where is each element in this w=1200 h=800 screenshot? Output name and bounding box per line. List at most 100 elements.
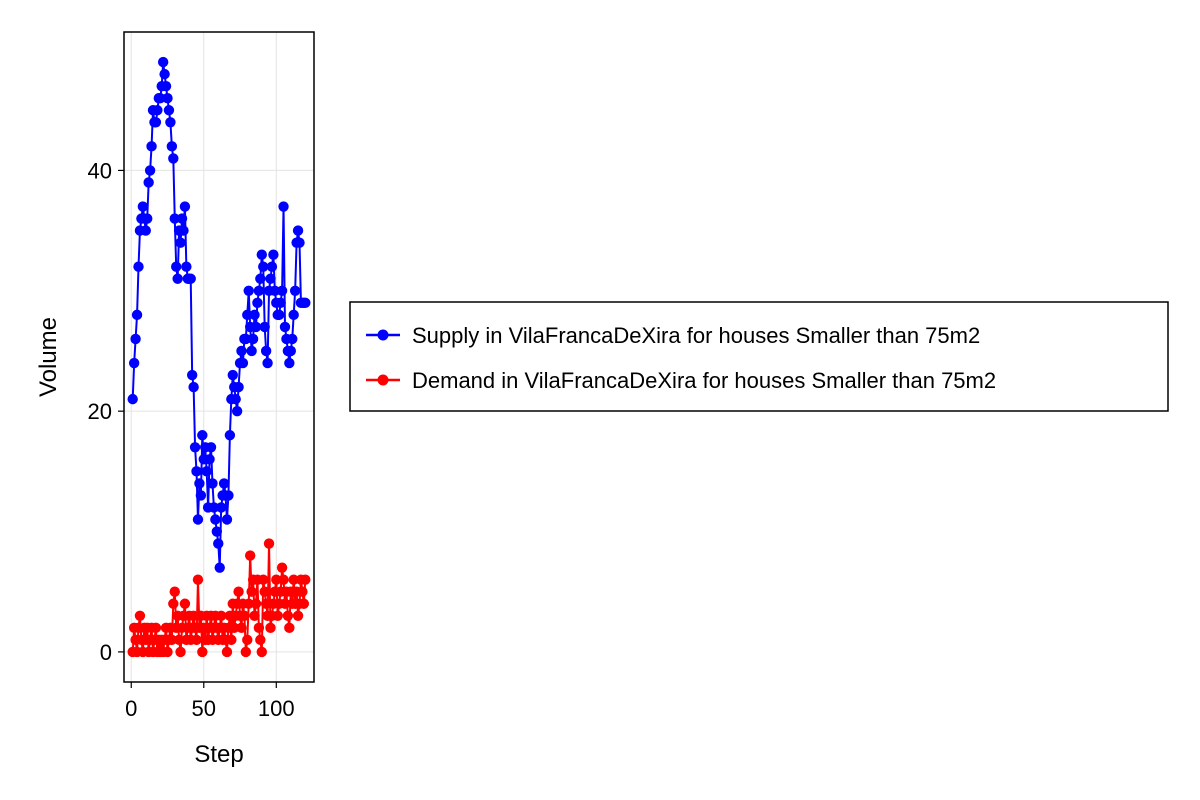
y-axis-ticks: 0 20 40 <box>88 158 124 665</box>
data-point-demand <box>175 646 186 658</box>
data-point-supply <box>265 273 276 284</box>
data-point-supply <box>205 442 217 453</box>
data-point-demand <box>253 622 265 634</box>
data-point-supply <box>230 393 241 405</box>
data-point-demand <box>255 634 266 646</box>
data-point-supply <box>279 321 291 333</box>
data-point-supply <box>249 309 260 321</box>
legend: Supply in VilaFrancaDeXira for houses Sm… <box>349 301 1169 412</box>
data-point-supply <box>278 201 289 212</box>
data-point-supply <box>207 478 218 489</box>
data-point-supply <box>243 285 254 296</box>
data-point-supply <box>258 261 269 272</box>
data-point-demand <box>229 622 240 634</box>
data-point-supply <box>163 105 175 116</box>
series-supply <box>127 56 311 573</box>
data-point-demand <box>197 646 208 658</box>
data-point-supply <box>247 333 259 345</box>
data-point-supply <box>221 514 233 525</box>
data-point-demand <box>134 610 146 621</box>
legend-label-supply: Supply in VilaFrancaDeXira for houses Sm… <box>412 323 980 348</box>
data-point-supply <box>215 502 227 513</box>
data-point-demand <box>249 610 260 621</box>
data-point-supply <box>255 273 266 284</box>
data-point-supply <box>268 249 279 260</box>
data-point-supply <box>300 297 311 309</box>
data-point-supply <box>171 261 182 272</box>
data-point-demand <box>250 598 262 609</box>
y-tick-label: 0 <box>100 640 112 665</box>
data-point-demand <box>271 574 282 585</box>
data-point-supply <box>128 357 140 369</box>
data-point-supply <box>287 333 298 345</box>
data-point-demand <box>297 586 308 597</box>
data-point-supply <box>266 261 278 272</box>
data-point-supply <box>253 285 265 296</box>
data-point-supply <box>211 526 223 537</box>
data-point-supply <box>214 562 225 573</box>
data-point-demand <box>169 586 180 597</box>
data-point-demand <box>288 574 299 585</box>
data-point-demand <box>162 646 173 658</box>
data-point-supply <box>188 381 199 393</box>
data-point-supply <box>284 357 295 369</box>
data-point-supply <box>137 201 149 212</box>
x-tick-label: 50 <box>192 696 216 721</box>
data-point-supply <box>142 213 153 224</box>
legend-marker-supply <box>377 329 389 341</box>
data-point-supply <box>231 405 243 417</box>
data-point-supply <box>179 201 191 212</box>
data-point-supply <box>195 490 207 501</box>
data-point-supply <box>157 56 169 68</box>
data-point-supply <box>213 538 224 549</box>
data-point-supply <box>218 478 230 489</box>
data-point-supply <box>162 93 173 104</box>
data-point-demand <box>246 586 257 597</box>
data-point-supply <box>223 490 234 501</box>
data-point-supply <box>292 225 304 236</box>
data-point-supply <box>169 213 180 224</box>
legend-entry-supply: Supply in VilaFrancaDeXira for houses Sm… <box>366 323 980 348</box>
data-point-supply <box>288 309 299 321</box>
legend-entry-demand: Demand in VilaFrancaDeXira for houses Sm… <box>366 368 996 393</box>
x-tick-label: 0 <box>125 696 137 721</box>
data-point-supply <box>201 466 212 477</box>
data-point-demand <box>279 598 291 609</box>
data-point-supply <box>168 153 179 164</box>
data-point-demand <box>242 634 253 646</box>
data-point-demand <box>239 610 250 621</box>
data-point-supply <box>262 357 273 369</box>
data-point-demand <box>191 634 202 646</box>
data-point-demand <box>244 550 256 561</box>
data-point-supply <box>165 117 176 128</box>
data-point-supply <box>155 93 166 104</box>
data-point-supply <box>252 297 263 309</box>
data-point-demand <box>260 598 272 609</box>
legend-label-demand: Demand in VilaFrancaDeXira for houses Sm… <box>412 368 996 393</box>
data-point-supply <box>227 369 238 381</box>
data-point-supply <box>246 345 257 357</box>
data-point-supply <box>159 68 170 80</box>
y-axis-label: Volume <box>35 317 62 397</box>
data-point-supply <box>260 345 272 357</box>
data-point-supply <box>140 225 151 236</box>
data-point-supply <box>197 430 208 441</box>
data-point-supply <box>269 285 281 296</box>
x-axis-ticks: 0 50 100 <box>125 682 295 721</box>
data-point-supply <box>176 213 188 224</box>
data-point-supply <box>236 345 247 357</box>
data-point-demand <box>263 538 275 549</box>
data-point-supply <box>242 309 253 321</box>
data-point-supply <box>285 345 296 357</box>
data-point-supply <box>189 442 201 453</box>
data-point-supply <box>166 141 178 152</box>
data-point-supply <box>259 321 270 333</box>
data-point-demand <box>215 610 227 621</box>
data-point-supply <box>275 297 286 309</box>
data-point-demand <box>276 562 288 573</box>
data-point-demand <box>282 610 294 621</box>
data-point-demand <box>150 622 162 634</box>
data-point-demand <box>240 646 252 658</box>
data-point-supply <box>130 333 141 345</box>
